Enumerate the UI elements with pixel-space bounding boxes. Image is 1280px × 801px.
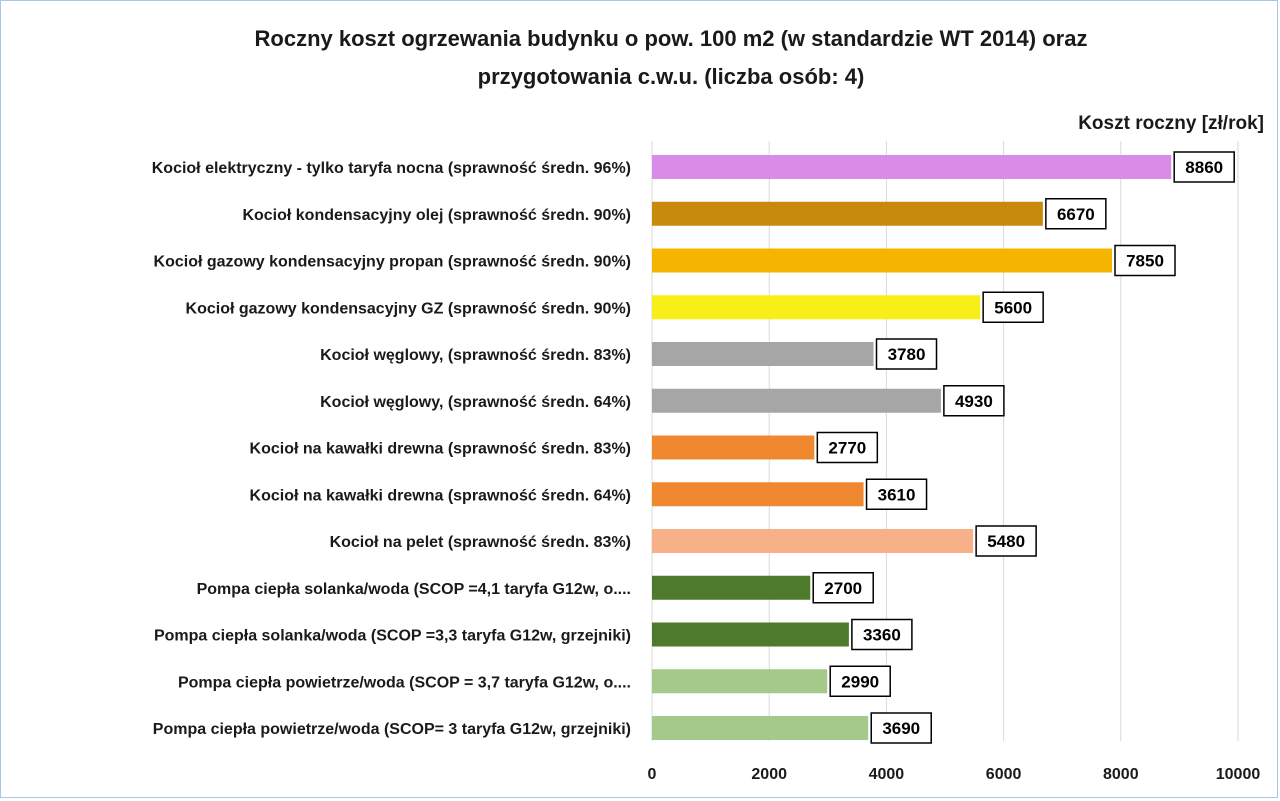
bar (652, 388, 941, 413)
category-label: Kocioł na pelet (sprawność średn. 83%) (330, 534, 631, 551)
bar (652, 716, 869, 740)
chart-title-line-1: Roczny koszt ogrzewania budynku o pow. 1… (255, 26, 1088, 51)
data-label-box (1045, 198, 1107, 230)
data-label: 6670 (1057, 205, 1095, 224)
category-label: Kocioł na kawałki drewna (sprawność śred… (250, 441, 631, 458)
category-label: Kocioł elektryczny - tylko taryfa nocna … (152, 160, 631, 177)
chart-title-line-2: przygotowania c.w.u. (liczba osób: 4) (478, 64, 865, 89)
category-label: Pompa ciepła solanka/woda (SCOP =4,1 tar… (197, 581, 631, 598)
data-label: 2700 (824, 579, 862, 598)
data-label: 3610 (878, 485, 916, 504)
data-label: 3780 (888, 345, 926, 364)
bar (652, 529, 974, 553)
data-label-box (975, 525, 1037, 557)
data-label-box (875, 338, 938, 370)
category-label: Kocioł kondensacyjny olej (sprawność śre… (242, 207, 631, 224)
data-label: 7850 (1126, 252, 1164, 271)
x-tick-label: 8000 (1103, 766, 1139, 783)
chart-title: Roczny koszt ogrzewania budynku o pow. 1… (255, 26, 1088, 89)
category-label: Pompa ciepła solanka/woda (SCOP =3,3 tar… (154, 628, 631, 645)
data-label-box (943, 385, 1005, 417)
category-label: Kocioł gazowy kondensacyjny propan (spra… (154, 254, 631, 271)
bar (652, 155, 1172, 179)
data-label-box (870, 712, 932, 744)
data-label-box (812, 572, 874, 604)
category-label: Kocioł na kawałki drewna (sprawność śred… (250, 487, 631, 504)
bar (652, 622, 849, 647)
bar (652, 201, 1043, 226)
category-label: Pompa ciepła powietrze/woda (SCOP= 3 tar… (153, 721, 631, 738)
bar (652, 669, 828, 694)
bars (652, 155, 1172, 740)
data-label: 4930 (955, 392, 993, 411)
data-label: 5600 (994, 298, 1032, 317)
x-axis-ticks: 0 2000 4000 6000 8000 10000 (648, 766, 1261, 783)
data-label: 2990 (841, 672, 879, 691)
bar (652, 342, 874, 366)
data-label: 5480 (987, 532, 1025, 551)
value-axis-label: Koszt roczny [zł/rok] (1078, 113, 1264, 134)
bar (652, 575, 811, 600)
data-label-box (865, 478, 928, 510)
category-label: Kocioł węglowy, (sprawność średn. 64%) (320, 394, 631, 411)
bar (652, 435, 815, 460)
data-label-box (982, 291, 1044, 323)
data-label-box (816, 431, 879, 464)
x-tick-label: 10000 (1216, 766, 1261, 783)
x-tick-label: 6000 (986, 766, 1022, 783)
category-labels: Kocioł elektryczny - tylko taryfa nocna … (152, 160, 631, 738)
category-label: Kocioł gazowy kondensacyjny GZ (sprawnoś… (186, 300, 631, 317)
data-label-box (1114, 244, 1176, 277)
category-label: Pompa ciepła powietrze/woda (SCOP = 3,7 … (178, 674, 631, 691)
bar (652, 482, 864, 507)
x-tick-label: 0 (648, 766, 657, 783)
data-label: 8860 (1185, 158, 1223, 177)
data-label: 2770 (828, 439, 866, 458)
category-label: Kocioł węglowy, (sprawność średn. 83%) (320, 347, 631, 364)
x-tick-label: 2000 (751, 766, 787, 783)
data-labels: 8860 6670 7850 5600 3780 4930 2770 3610 5480 2700… (812, 151, 1235, 744)
data-label-box (1173, 151, 1235, 183)
x-tick-label: 4000 (869, 766, 905, 783)
data-label: 3690 (882, 719, 920, 738)
data-label-box (851, 618, 913, 651)
data-label: 3360 (863, 626, 901, 645)
bar (652, 248, 1113, 273)
bar (652, 295, 981, 320)
data-label-box (829, 665, 891, 697)
